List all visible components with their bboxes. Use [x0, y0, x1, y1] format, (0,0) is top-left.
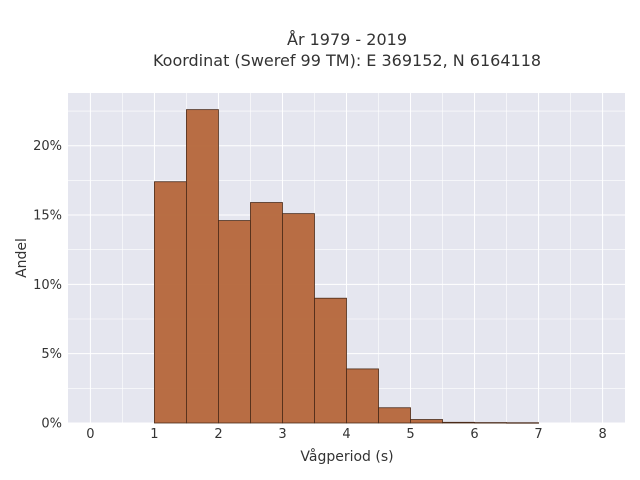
y-tick-label: 10%	[33, 278, 62, 293]
histogram-bar	[474, 422, 507, 424]
x-tick-labels: 0 1 2 3 4 5 6 7 8	[86, 427, 606, 442]
histogram-bar	[506, 422, 539, 424]
y-tick-label: 5%	[41, 347, 62, 362]
x-tick-label: 5	[406, 427, 414, 442]
y-tick-label: 15%	[33, 209, 62, 224]
x-tick-label: 0	[86, 427, 94, 442]
histogram-bar	[250, 202, 283, 424]
histogram-bar	[186, 109, 219, 424]
y-axis-label: Andel	[14, 238, 30, 278]
histogram-bar	[218, 220, 251, 424]
chart-subtitle: Koordinat (Sweref 99 TM): E 369152, N 61…	[153, 51, 541, 70]
y-tick-label: 0%	[41, 417, 62, 432]
histogram-bar	[378, 407, 411, 424]
y-tick-label: 20%	[33, 139, 62, 154]
x-tick-label: 3	[278, 427, 286, 442]
histogram-bar	[346, 368, 379, 424]
histogram-bar	[442, 421, 475, 424]
y-tick-labels: 0% 5% 10% 15% 20%	[33, 139, 62, 431]
x-tick-label: 4	[342, 427, 350, 442]
histogram-bar	[282, 213, 315, 424]
x-tick-label: 8	[598, 427, 606, 442]
x-axis-label: Vågperiod (s)	[300, 448, 393, 465]
x-tick-label: 1	[150, 427, 158, 442]
bars	[154, 109, 539, 424]
x-tick-label: 6	[470, 427, 478, 442]
histogram-bar	[154, 181, 187, 424]
x-tick-label: 7	[534, 427, 542, 442]
histogram-bar	[314, 297, 347, 424]
chart-title: År 1979 - 2019	[287, 30, 407, 49]
x-tick-label: 2	[214, 427, 222, 442]
grid-lines	[68, 93, 625, 424]
histogram-bar	[410, 419, 443, 424]
